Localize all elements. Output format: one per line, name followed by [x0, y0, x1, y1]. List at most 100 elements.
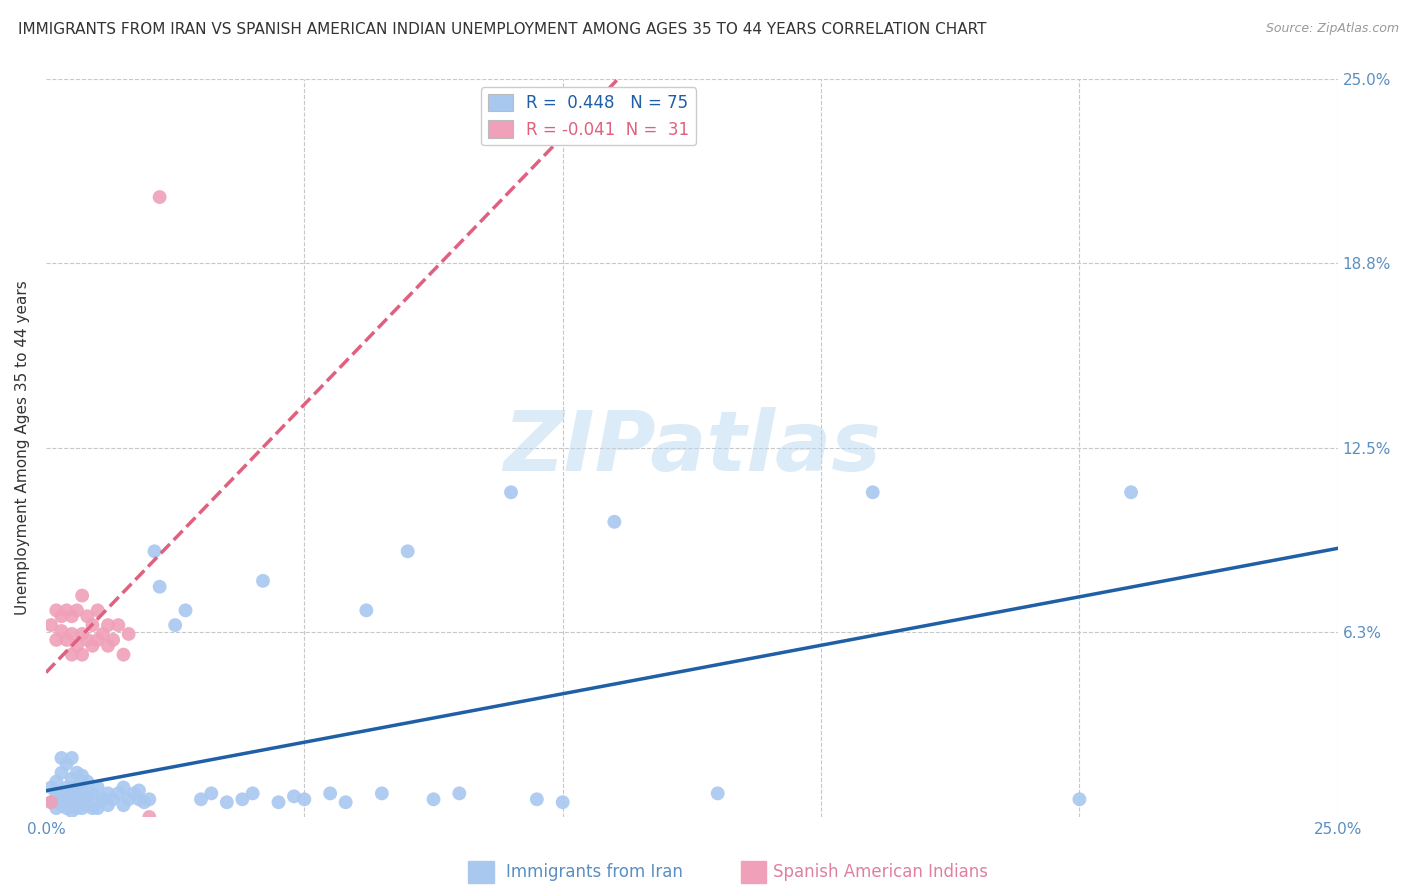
Y-axis label: Unemployment Among Ages 35 to 44 years: Unemployment Among Ages 35 to 44 years	[15, 281, 30, 615]
Point	[66, 801, 89, 815]
Point	[51, 609, 73, 624]
Point	[138, 792, 160, 806]
Point	[66, 792, 89, 806]
Point	[76, 632, 98, 647]
Point	[283, 789, 305, 804]
Point	[107, 618, 129, 632]
Point	[86, 801, 108, 815]
Point	[143, 544, 166, 558]
Point	[91, 627, 114, 641]
Point	[117, 792, 139, 806]
Point	[319, 786, 342, 800]
Point	[706, 786, 728, 800]
Point	[45, 603, 67, 617]
Point	[97, 798, 120, 813]
Point	[39, 618, 62, 632]
Point	[149, 580, 172, 594]
Point	[55, 603, 77, 617]
Legend: R =  0.448   N = 75, R = -0.041  N =  31: R = 0.448 N = 75, R = -0.041 N = 31	[481, 87, 696, 145]
Point	[76, 609, 98, 624]
Point	[70, 648, 93, 662]
Point	[128, 783, 150, 797]
Point	[51, 786, 73, 800]
Point	[82, 786, 104, 800]
Point	[86, 795, 108, 809]
Point	[190, 792, 212, 806]
Point	[174, 603, 197, 617]
Point	[422, 792, 444, 806]
Point	[76, 798, 98, 813]
Point	[252, 574, 274, 588]
Point	[449, 786, 471, 800]
Point	[101, 632, 124, 647]
Point	[1119, 485, 1142, 500]
Text: Immigrants from Iran: Immigrants from Iran	[506, 863, 683, 881]
Point	[138, 810, 160, 824]
Point	[60, 786, 83, 800]
Point	[551, 795, 574, 809]
Point	[112, 780, 135, 795]
Point	[97, 618, 120, 632]
Point	[70, 795, 93, 809]
Point	[51, 624, 73, 638]
Point	[107, 786, 129, 800]
Point	[1069, 792, 1091, 806]
Point	[39, 780, 62, 795]
Point	[86, 603, 108, 617]
Text: Spanish American Indians: Spanish American Indians	[773, 863, 988, 881]
Point	[66, 639, 89, 653]
Point	[51, 798, 73, 813]
Point	[45, 789, 67, 804]
Point	[335, 795, 357, 809]
Point	[101, 792, 124, 806]
Point	[231, 792, 253, 806]
Point	[267, 795, 290, 809]
Point	[51, 765, 73, 780]
Point	[112, 798, 135, 813]
Point	[215, 795, 238, 809]
Point	[97, 786, 120, 800]
Point	[499, 485, 522, 500]
Point	[70, 783, 93, 797]
Point	[112, 648, 135, 662]
Point	[66, 765, 89, 780]
Point	[70, 589, 93, 603]
Text: ZIPatlas: ZIPatlas	[503, 408, 880, 489]
Point	[82, 618, 104, 632]
Point	[45, 801, 67, 815]
Point	[70, 627, 93, 641]
Point	[86, 632, 108, 647]
Point	[39, 795, 62, 809]
Point	[55, 801, 77, 815]
Point	[45, 774, 67, 789]
Point	[200, 786, 222, 800]
Point	[55, 756, 77, 771]
Point	[51, 751, 73, 765]
Point	[292, 792, 315, 806]
Point	[60, 751, 83, 765]
Point	[60, 772, 83, 786]
Point	[122, 786, 145, 800]
Point	[86, 780, 108, 795]
Point	[60, 627, 83, 641]
Point	[39, 795, 62, 809]
Point	[134, 795, 156, 809]
Point	[45, 632, 67, 647]
Point	[128, 792, 150, 806]
Point	[526, 792, 548, 806]
Point	[60, 648, 83, 662]
Point	[60, 804, 83, 818]
Point	[60, 795, 83, 809]
Point	[55, 780, 77, 795]
Text: IMMIGRANTS FROM IRAN VS SPANISH AMERICAN INDIAN UNEMPLOYMENT AMONG AGES 35 TO 44: IMMIGRANTS FROM IRAN VS SPANISH AMERICAN…	[18, 22, 987, 37]
Point	[371, 786, 394, 800]
Point	[149, 190, 172, 204]
Point	[82, 639, 104, 653]
Point	[82, 801, 104, 815]
Point	[603, 515, 626, 529]
Point	[76, 789, 98, 804]
Point	[165, 618, 187, 632]
Text: Source: ZipAtlas.com: Source: ZipAtlas.com	[1265, 22, 1399, 36]
Point	[55, 792, 77, 806]
Point	[97, 639, 120, 653]
